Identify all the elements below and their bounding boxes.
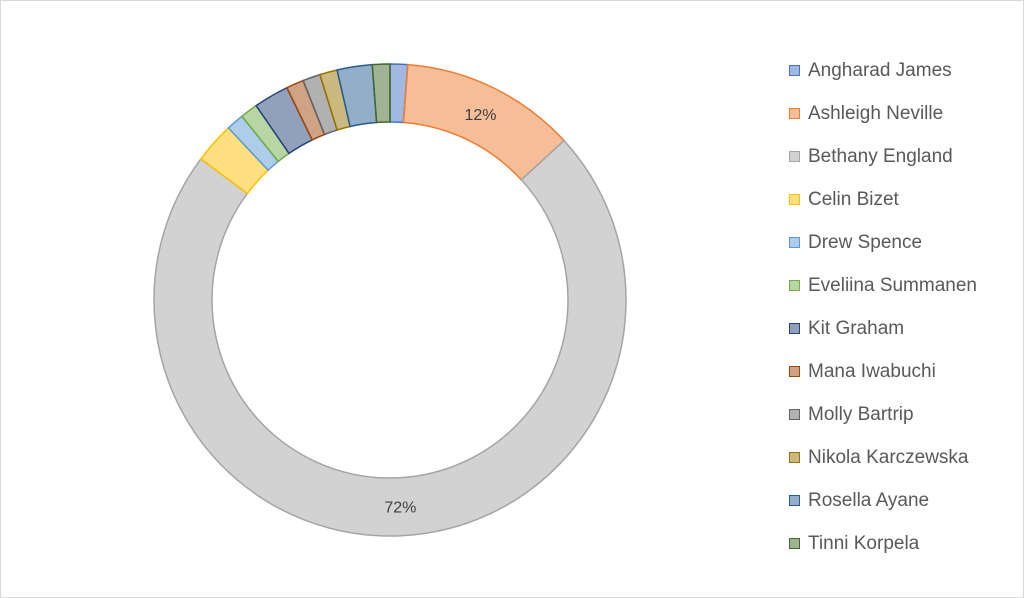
legend: Angharad James Ashleigh Neville Bethany En… (789, 49, 977, 565)
legend-item: Celin Bizet (789, 178, 977, 221)
legend-item: Nikola Karczewska (789, 436, 977, 479)
legend-swatch (789, 65, 800, 76)
donut-slice-tinni-korpela (371, 63, 391, 124)
legend-label: Eveliina Summanen (808, 274, 977, 296)
legend-item: Molly Bartrip (789, 393, 977, 436)
legend-item: Drew Spence (789, 221, 977, 264)
donut-slice-bethany-england (153, 139, 627, 537)
legend-label: Tinni Korpela (808, 532, 920, 554)
legend-item: Bethany England (789, 135, 977, 178)
legend-swatch (789, 151, 800, 162)
legend-swatch (789, 495, 800, 506)
legend-swatch (789, 280, 800, 291)
legend-item: Ashleigh Neville (789, 92, 977, 135)
data-label: 72% (384, 500, 416, 517)
legend-swatch (789, 108, 800, 119)
legend-swatch (789, 194, 800, 205)
legend-swatch (789, 409, 800, 420)
legend-swatch (789, 323, 800, 334)
legend-label: Bethany England (808, 145, 953, 167)
data-label: 12% (464, 107, 496, 124)
legend-swatch (789, 366, 800, 377)
legend-label: Angharad James (808, 59, 952, 81)
legend-label: Mana Iwabuchi (808, 360, 936, 382)
legend-swatch (789, 452, 800, 463)
legend-label: Rosella Ayane (808, 489, 930, 511)
legend-label: Celin Bizet (808, 188, 899, 210)
legend-item: Eveliina Summanen (789, 264, 977, 307)
legend-item: Kit Graham (789, 307, 977, 350)
legend-item: Rosella Ayane (789, 479, 977, 522)
legend-label: Kit Graham (808, 317, 905, 339)
legend-swatch (789, 237, 800, 248)
legend-item: Tinni Korpela (789, 522, 977, 565)
legend-item: Angharad James (789, 49, 977, 92)
legend-label: Nikola Karczewska (808, 446, 969, 468)
legend-label: Molly Bartrip (808, 403, 914, 425)
legend-swatch (789, 538, 800, 549)
legend-item: Mana Iwabuchi (789, 350, 977, 393)
legend-label: Drew Spence (808, 231, 923, 253)
legend-label: Ashleigh Neville (808, 102, 944, 124)
